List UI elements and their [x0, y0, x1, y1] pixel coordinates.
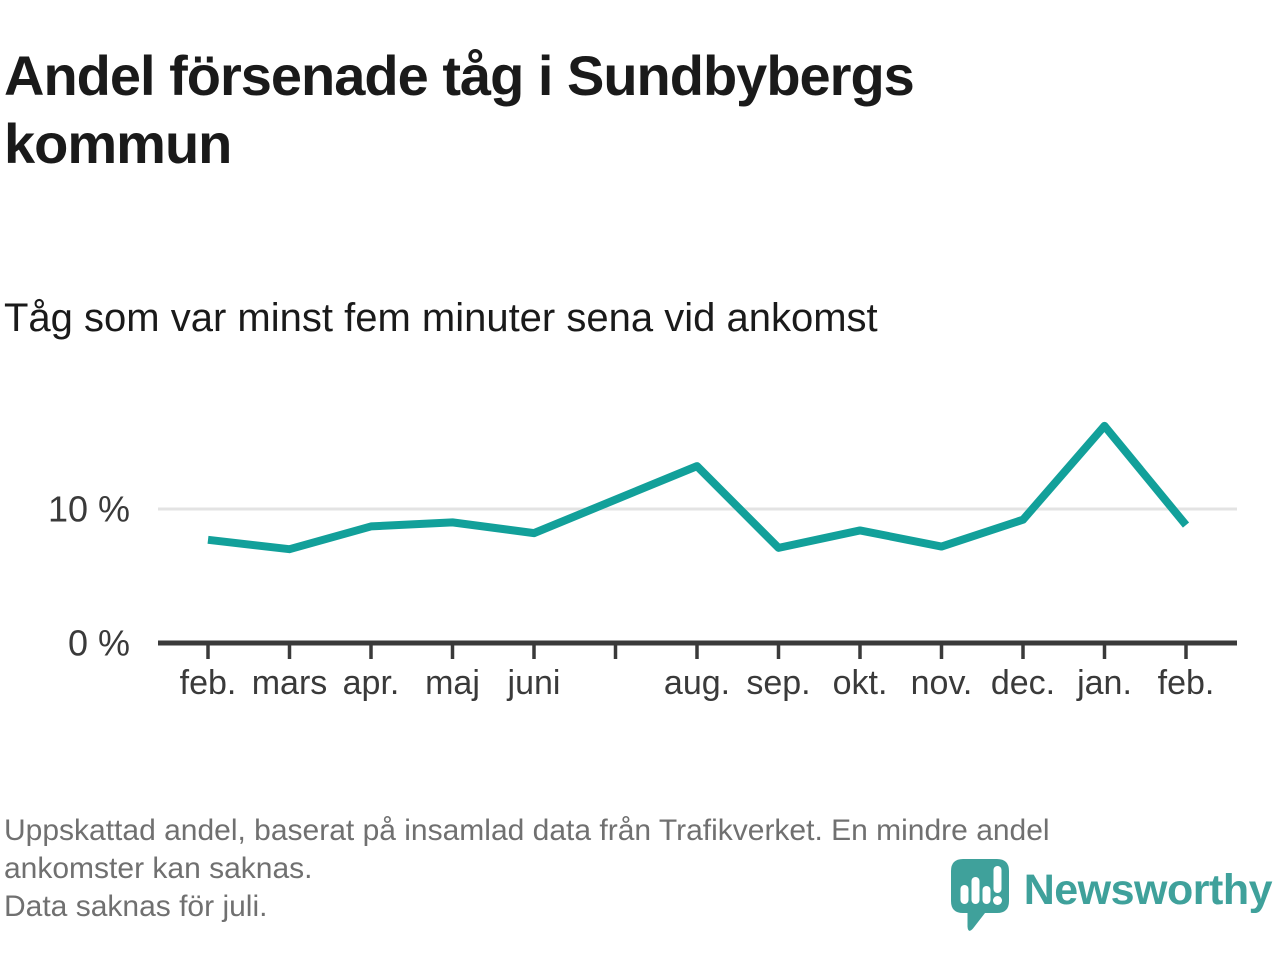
x-tick-label: sep. [746, 664, 810, 702]
source-note-line: Uppskattad andel, baserat på insamlad da… [4, 814, 1050, 847]
y-tick-label: 0 % [68, 623, 130, 664]
source-note-line: ankomster kan saknas. [4, 852, 313, 885]
x-tick-label: mars [252, 664, 328, 702]
logo-bars [960, 866, 1002, 905]
chart-title: Andel försenade tåg i Sundbybergs kommun [4, 44, 915, 175]
x-tick-label: maj [425, 664, 480, 702]
source-note-line: Data saknas för juli. [4, 890, 268, 923]
x-tick-label: juni [507, 664, 561, 702]
x-tick-label: feb. [1158, 664, 1215, 702]
series-line [207, 421, 1190, 554]
x-tick-label: dec. [991, 664, 1055, 702]
y-tick-label: 10 % [48, 489, 130, 530]
brand-name: Newsworthy [1023, 866, 1273, 914]
x-tick-label: jan. [1076, 664, 1132, 702]
x-tick-label: aug. [664, 664, 730, 702]
x-tick-label: feb. [180, 664, 237, 702]
newsworthy-brand: Newsworthy [950, 858, 1273, 934]
x-tick-label: apr. [343, 664, 400, 702]
line-chart: 0 % 10 % feb. mars apr. maj juni aug. sep. okt. no… [48, 421, 1237, 702]
source-note: Uppskattad andel, baserat på insamlad da… [4, 812, 1050, 926]
x-tick-label: nov. [911, 664, 973, 702]
newsworthy-logo-icon [950, 859, 1009, 931]
x-tick-label: okt. [833, 664, 888, 702]
chart-subtitle: Tåg som var minst fem minuter sena vid a… [4, 296, 878, 340]
